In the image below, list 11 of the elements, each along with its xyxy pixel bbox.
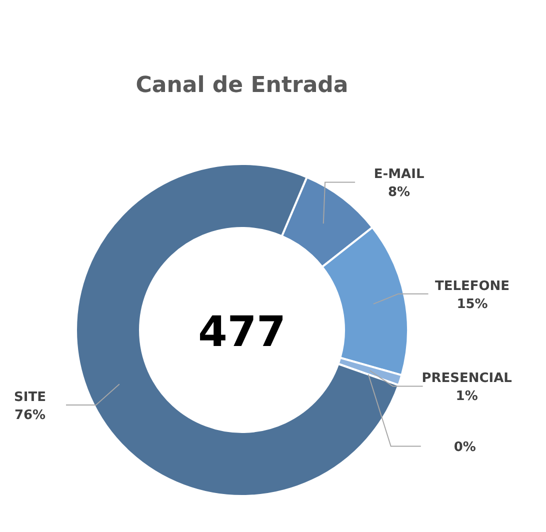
slice-label: PRESENCIAL	[422, 371, 512, 386]
data-label: 8%	[388, 185, 410, 200]
data-label: 15%	[456, 296, 488, 312]
data-label: 76%	[14, 408, 46, 424]
slice-label: TELEFONE	[434, 278, 510, 294]
text: 0%	[454, 440, 476, 456]
text: 477	[198, 307, 286, 356]
slice-label: SITE	[14, 390, 46, 406]
slice-label: E-MAIL	[374, 167, 424, 182]
data-label: 1%	[456, 389, 478, 404]
chart-title: Canal de Entrada	[136, 73, 348, 98]
